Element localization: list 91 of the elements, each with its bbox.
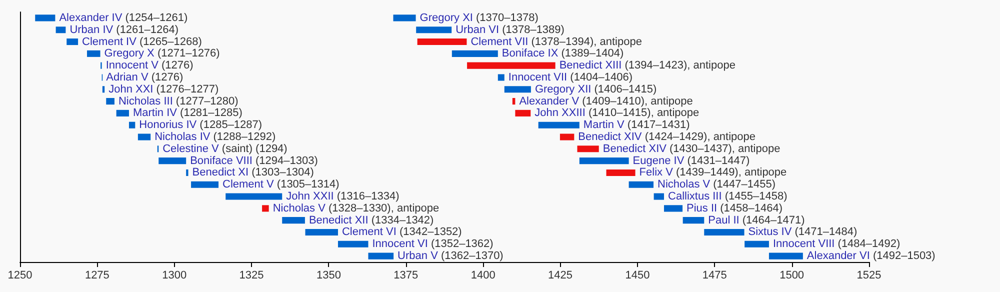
x-tick-label: 1375: [394, 270, 418, 282]
x-tick-label: 1425: [548, 270, 573, 282]
annotation: Benedict XI (1303–1304): [192, 166, 314, 179]
annotation: Gregory X (1271–1276): [104, 48, 220, 60]
annotation: Benedict XIII (1394–1423), antipope: [559, 60, 736, 72]
annotation: Adrian V (1276): [106, 71, 184, 84]
annotation: John XXIII (1410–1415), antipope: [534, 107, 700, 120]
annotation: Innocent VII (1404–1406): [508, 71, 633, 84]
annotation: John XXII (1316–1334): [286, 190, 400, 203]
annotation: Clement VII (1378–1394), antipope: [470, 36, 642, 48]
annotation: Callixtus III (1455–1458): [668, 190, 788, 203]
annotation: Nicholas V (1328–1330), antipope: [272, 202, 440, 214]
bar: [305, 228, 338, 236]
annotation: Gregory XII (1406–1415): [534, 83, 657, 96]
annotation: Boniface IX (1389–1404): [502, 48, 624, 60]
bar: [86, 50, 100, 57]
x-tick-label: 1450: [625, 270, 650, 282]
bar: [226, 193, 282, 200]
bar: [704, 228, 744, 236]
annotation: Alexander IV (1254–1261): [59, 12, 188, 24]
bar: [282, 217, 305, 224]
bar: [106, 98, 114, 105]
bar: [338, 240, 368, 248]
bar: [515, 110, 531, 116]
annotation: Pius II (1458–1464): [686, 202, 783, 214]
annotation: Innocent V (1276): [106, 60, 194, 72]
annotation: Urban V (1362–1370): [398, 250, 504, 262]
annotation: Honorius IV (1285–1287): [139, 119, 262, 132]
annotation: Benedict XIV (1424–1429), antipope: [578, 131, 756, 143]
x-tick-label: 1500: [780, 270, 804, 282]
bar: [579, 158, 629, 164]
annotation: Nicholas III (1277–1280): [118, 95, 238, 108]
bar: [744, 240, 769, 248]
x-tick-label: 1250: [8, 270, 32, 282]
annotation: Innocent VIII (1484–1492): [772, 238, 900, 250]
annotation: Urban VI (1378–1389): [456, 24, 564, 36]
bar: [393, 14, 416, 22]
annotation: Benedict XIV (1430–1437), antipope: [602, 142, 780, 155]
bar: [102, 86, 105, 93]
bar: [682, 217, 704, 224]
bar: [498, 74, 504, 81]
bar: [654, 193, 664, 200]
annotation: Gregory XI (1370–1378): [420, 12, 538, 24]
annotation: Benedict XII (1334–1342): [308, 214, 434, 226]
bar: [66, 38, 78, 46]
bar: [158, 158, 186, 164]
bar: [417, 38, 467, 46]
x-tick-label: 1350: [316, 270, 341, 282]
bar: [262, 205, 269, 212]
bar: [664, 205, 683, 212]
bar: [56, 26, 66, 34]
annotation: Clement VI (1342–1352): [342, 226, 462, 238]
annotation: Nicholas V (1447–1455): [658, 178, 776, 191]
annotation: Eugene IV (1431–1447): [632, 154, 750, 167]
annotation: Boniface VIII (1294–1303): [190, 154, 318, 167]
bar: [606, 169, 636, 176]
annotation: Sixtus IV (1471–1484): [748, 226, 858, 238]
bar: [452, 50, 498, 57]
bar: [191, 181, 219, 188]
x-tick-label: 1525: [856, 270, 882, 282]
bar: [35, 14, 56, 22]
bar: [560, 134, 574, 140]
bar: [768, 252, 803, 260]
bar: [628, 181, 654, 188]
annotation: John XXI (1276–1277): [108, 83, 219, 96]
annotation: Celestine V (saint) (1294): [162, 142, 288, 155]
bar: [116, 110, 129, 116]
annotation: Nicholas IV (1288–1292): [154, 131, 276, 143]
x-tick-label: 1275: [84, 270, 110, 282]
annotation: Martin V (1417–1431): [583, 119, 690, 132]
annotation: Clement V (1305–1314): [222, 178, 340, 191]
bar: [128, 122, 136, 128]
annotation: Martin IV (1281–1285): [132, 107, 242, 120]
bar: [538, 122, 580, 128]
annotation: Felix V (1439–1449), antipope: [639, 166, 787, 179]
bar: [416, 26, 452, 34]
bar: [368, 252, 394, 260]
bar: [467, 62, 556, 69]
bar: [504, 86, 531, 93]
annotation: Clement IV (1265–1268): [82, 36, 202, 48]
x-tick-label: 1325: [239, 270, 264, 282]
x-tick-label: 1475: [702, 270, 727, 282]
annotation: Paul II (1464–1471): [708, 214, 805, 226]
x-tick-label: 1300: [162, 270, 187, 282]
annotation: Innocent VI (1352–1362): [372, 238, 494, 250]
bar: [577, 146, 599, 152]
annotation: Urban IV (1261–1264): [70, 24, 179, 36]
annotation: Alexander V (1409–1410), antipope: [519, 95, 693, 108]
x-tick-label: 1400: [470, 270, 496, 282]
bar: [138, 134, 151, 140]
annotation: Alexander VI (1492–1503): [806, 250, 936, 262]
